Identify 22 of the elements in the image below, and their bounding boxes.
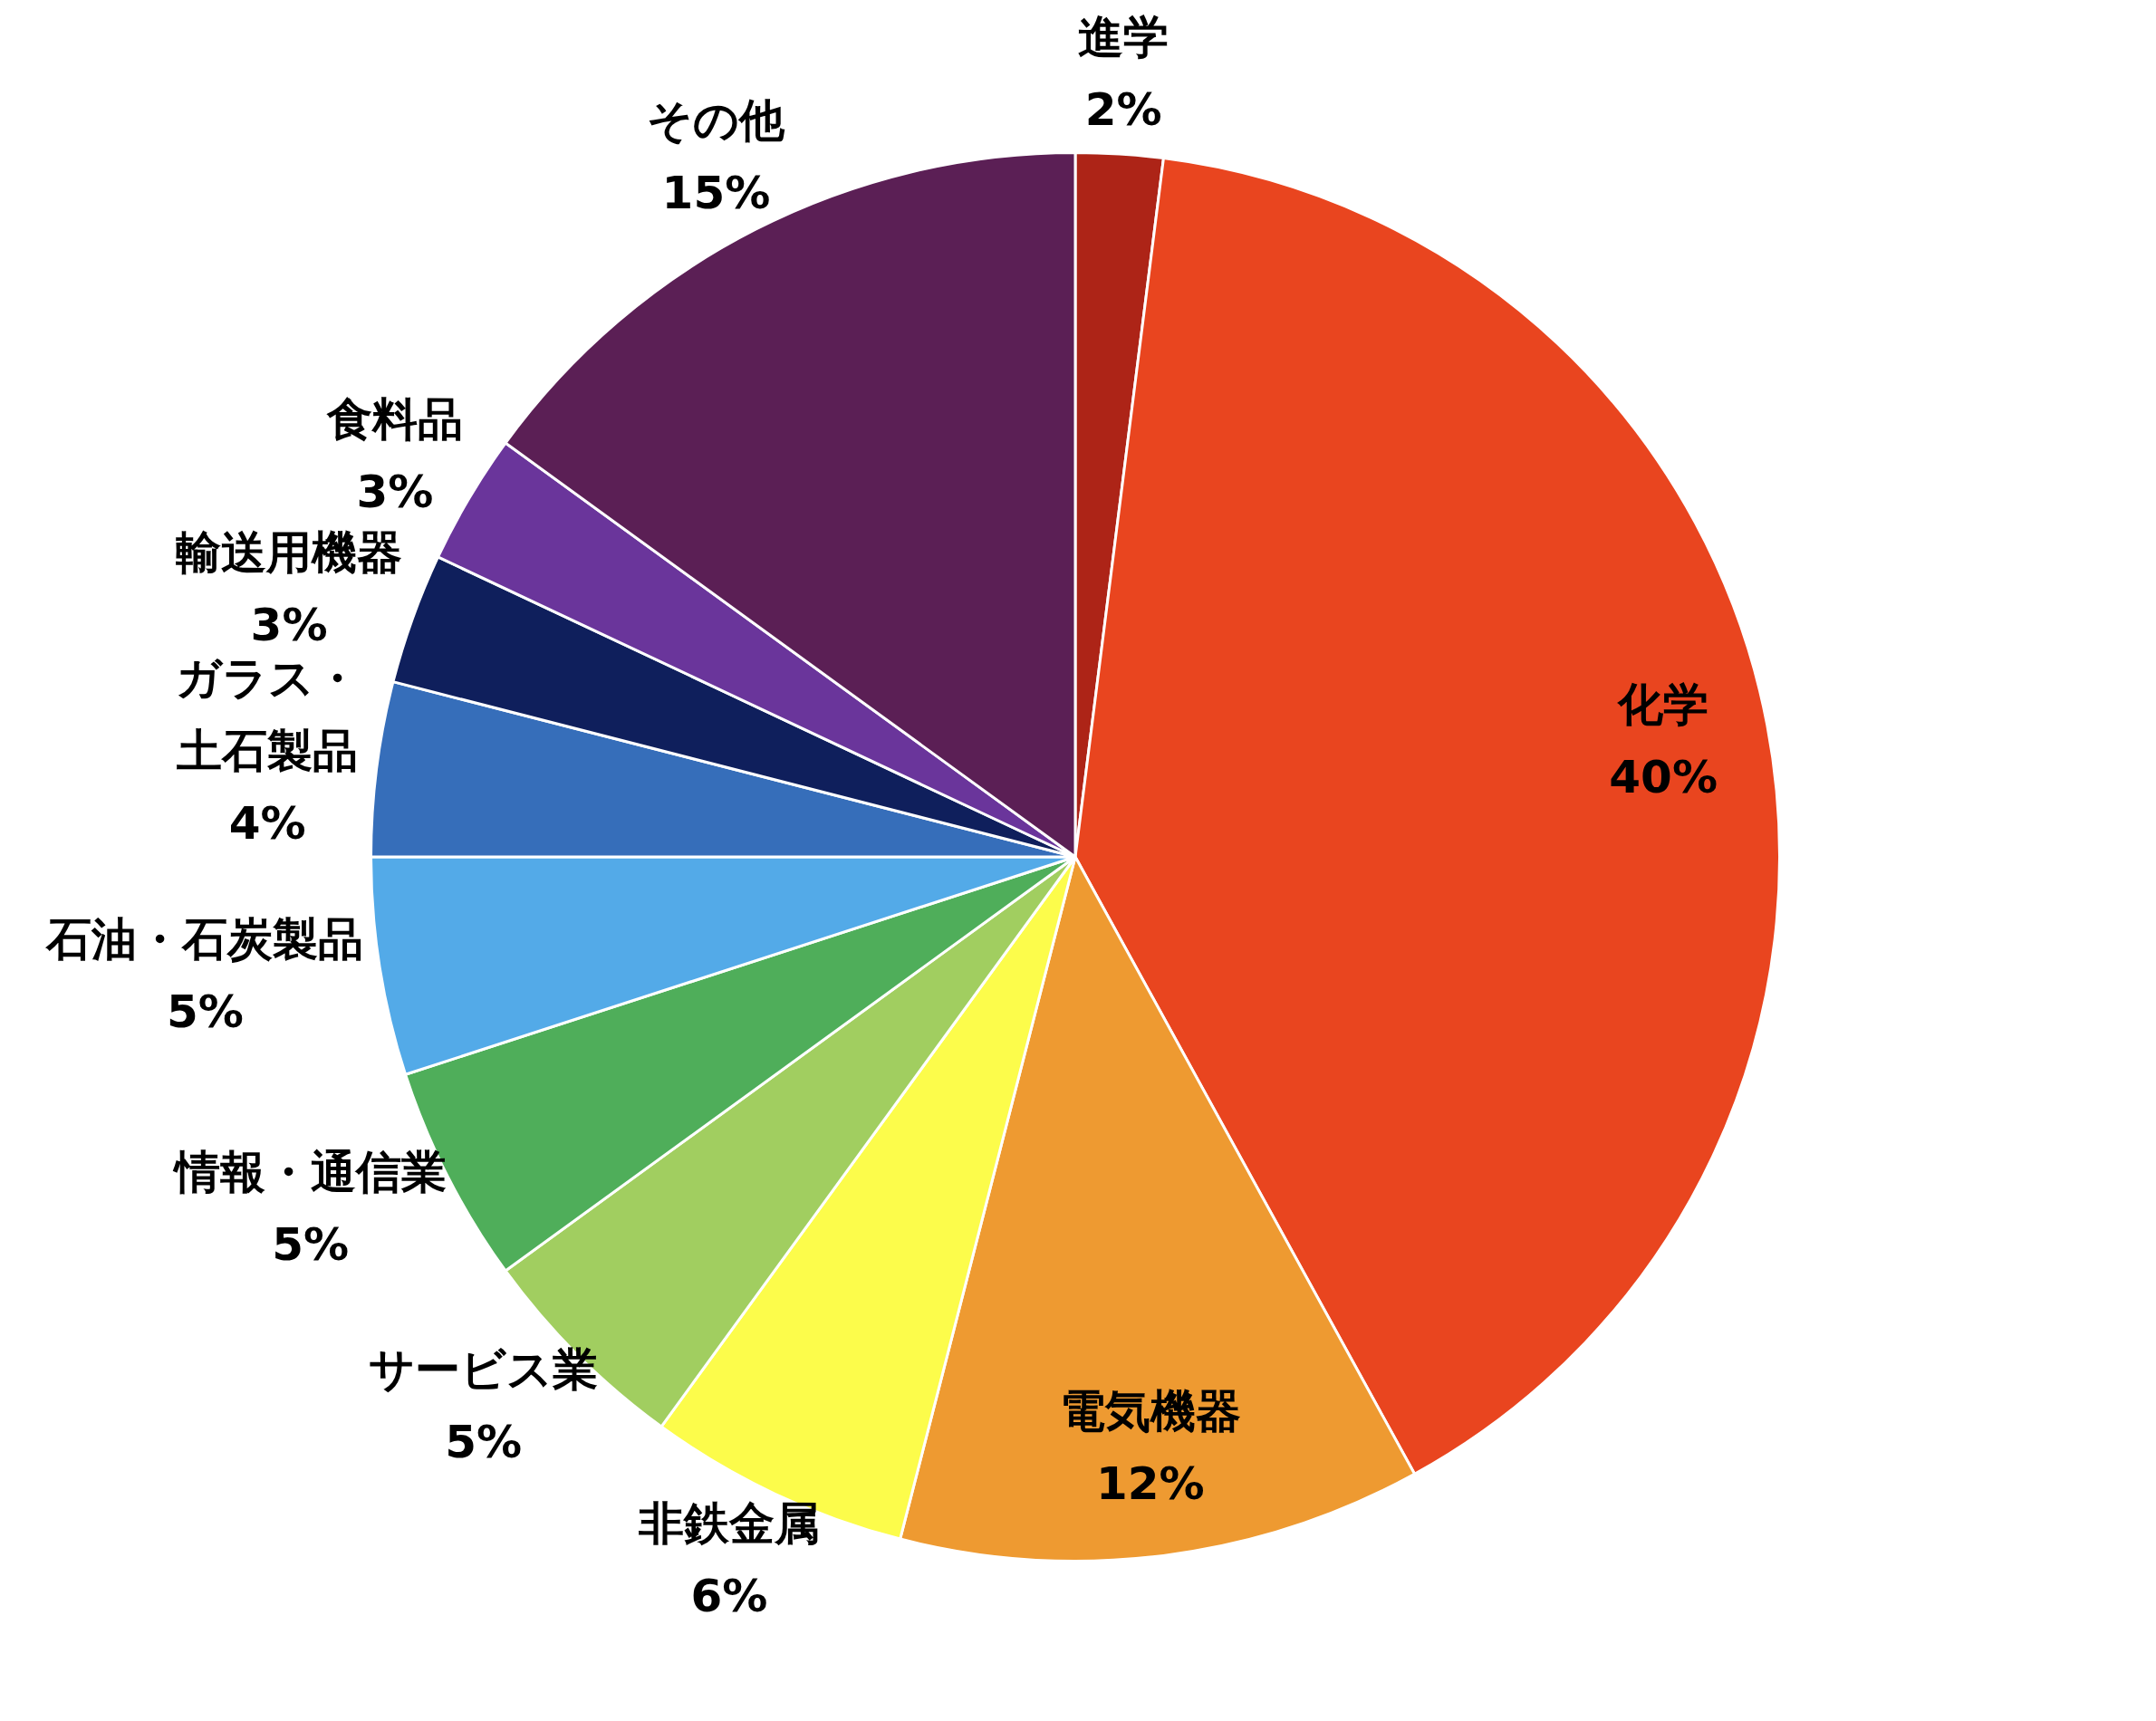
slice-label: 電気機器: [1059, 1384, 1241, 1437]
data-label: 6%: [690, 1570, 768, 1623]
data-label: 5%: [272, 1217, 350, 1271]
data-label: 12%: [1095, 1457, 1205, 1510]
data-label: 5%: [167, 985, 244, 1038]
data-label: 5%: [445, 1415, 523, 1468]
slice-label: 進学: [1078, 11, 1169, 64]
data-label: 40%: [1609, 751, 1718, 804]
data-label: 3%: [250, 598, 328, 651]
slice-label: 非鉄金属: [637, 1497, 820, 1551]
slice-label: 情報・通信業: [171, 1145, 447, 1198]
slice-label: 食料品: [326, 392, 463, 446]
slice-label: 石油・石炭製品: [44, 912, 364, 966]
slice-label: ガラス・土石製品: [175, 651, 360, 777]
slice-label: 化学: [1617, 678, 1709, 732]
data-label: 4%: [228, 796, 306, 850]
slice-label: 輸送用機器: [176, 525, 403, 579]
data-label: 15%: [661, 167, 771, 220]
data-label: 3%: [356, 465, 434, 518]
slice-label: サービス業: [369, 1342, 599, 1396]
slice-label: その他: [647, 94, 786, 148]
data-label: 2%: [1084, 83, 1162, 137]
